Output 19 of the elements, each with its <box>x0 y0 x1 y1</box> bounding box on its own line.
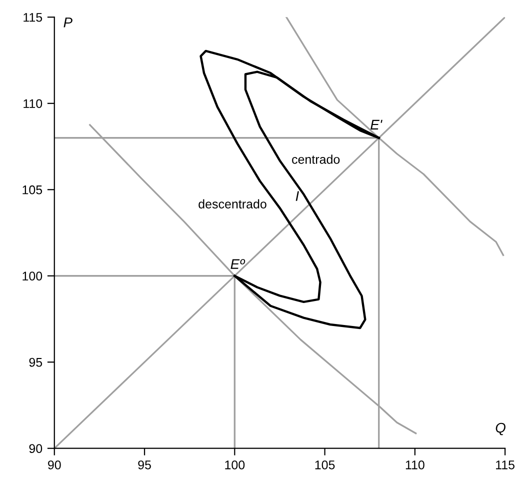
series-label: descentrado <box>198 199 266 208</box>
x-tick-label: 110 <box>406 460 424 470</box>
y-tick-label: 105 <box>22 185 42 194</box>
x-tick-label: 115 <box>496 460 514 470</box>
y-tick-label: 95 <box>29 358 42 367</box>
x-tick-label: 95 <box>138 460 151 470</box>
series-label: centrado <box>292 154 340 164</box>
y-tick-label: 100 <box>22 272 42 281</box>
x-tick-label: 105 <box>315 460 335 470</box>
x-tick-label: 100 <box>225 460 245 470</box>
x-axis-title: Q <box>496 422 506 436</box>
x-tick-label: 90 <box>48 460 61 470</box>
annotation: Eº <box>230 259 246 269</box>
annotation: E' <box>370 120 382 130</box>
y-tick-label: 90 <box>29 444 42 453</box>
y-tick-label: 110 <box>24 99 42 108</box>
annotation: I <box>296 191 299 201</box>
y-axis-title: P <box>64 18 72 28</box>
y-tick-label: 115 <box>24 13 42 22</box>
